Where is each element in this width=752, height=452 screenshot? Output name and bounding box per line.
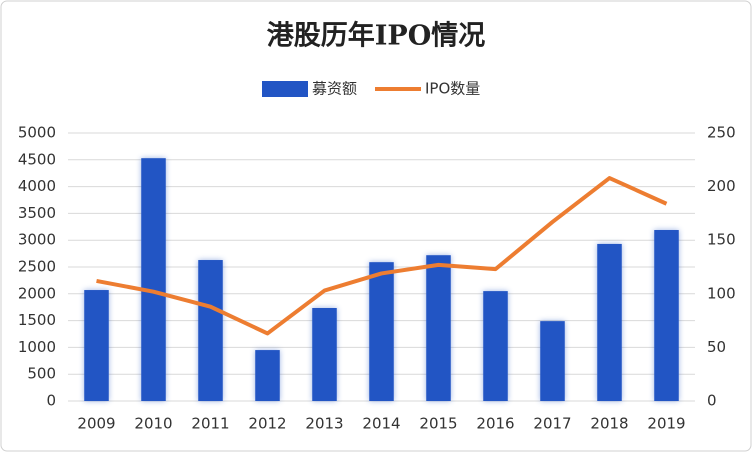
bar (483, 291, 508, 401)
x-tick-label: 2009 (77, 415, 115, 433)
x-tick-label: 2017 (533, 415, 571, 433)
x-tick-label: 2018 (590, 415, 628, 433)
x-tick-label: 2010 (134, 415, 172, 433)
y2-tick-label: 100 (707, 284, 736, 302)
x-tick-label: 2012 (248, 415, 286, 433)
line (96, 176, 668, 336)
y-tick-label: 1500 (18, 311, 56, 329)
y2-tick-label: 250 (707, 124, 736, 142)
y2-tick-label: 150 (707, 231, 736, 249)
bar (369, 262, 394, 401)
bar (597, 243, 622, 401)
bar (312, 308, 337, 401)
bar (198, 260, 223, 401)
y2-tick-label: 50 (707, 338, 726, 356)
x-tick-label: 2014 (362, 415, 400, 433)
y-tick-label: 2000 (18, 284, 56, 302)
y-tick-label: 0 (46, 392, 56, 410)
x-tick-label: 2015 (419, 415, 457, 433)
y-tick-label: 5000 (18, 124, 56, 142)
bar (540, 321, 565, 401)
y-tick-label: 3000 (18, 231, 56, 249)
x-tick-label: 2019 (647, 415, 685, 433)
bar (141, 158, 166, 401)
y-tick-label: 500 (27, 365, 56, 383)
y-tick-label: 4000 (18, 177, 56, 195)
bar (255, 350, 280, 401)
legend-label: 募资额 (312, 80, 357, 98)
bar (654, 230, 679, 401)
y-tick-label: 4500 (18, 150, 56, 168)
bar (426, 255, 451, 401)
x-tick-label: 2016 (476, 415, 514, 433)
legend-label: IPO数量 (425, 80, 480, 98)
bar (84, 290, 109, 401)
x-tick-label: 2013 (305, 415, 343, 433)
x-tick-label: 2011 (191, 415, 229, 433)
y2-tick-label: 200 (707, 177, 736, 195)
y-tick-label: 1000 (18, 338, 56, 356)
y2-tick-label: 0 (707, 392, 717, 410)
y-tick-label: 3500 (18, 204, 56, 222)
y-tick-label: 2500 (18, 258, 56, 276)
chart-title: 港股历年IPO情况 (267, 20, 485, 52)
legend-swatch (262, 81, 308, 97)
